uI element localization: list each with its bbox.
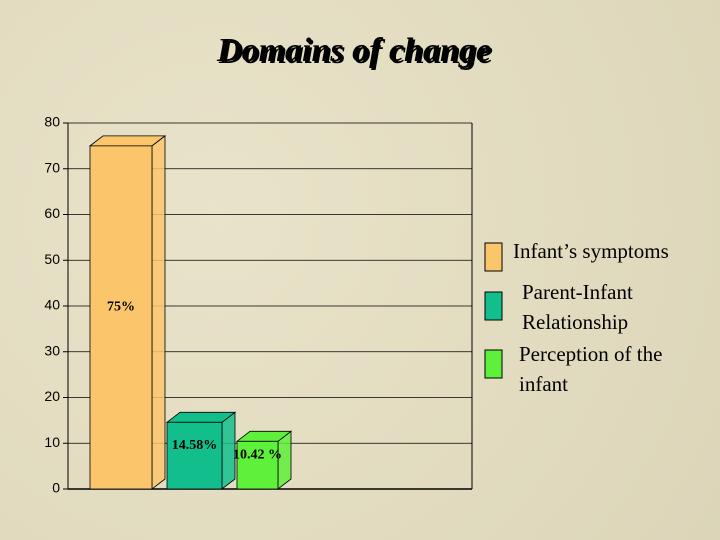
bar (236, 440, 279, 490)
chart-title: Domains of change (216, 32, 491, 69)
value-label: 14.58% (172, 438, 218, 453)
bar (166, 421, 223, 490)
legend-label: Parent-Infant Relationship (522, 280, 633, 334)
legend-swatch (484, 349, 503, 379)
bar-top (88, 135, 167, 147)
y-tick-label: 10 (44, 434, 60, 450)
y-tick-label: 20 (44, 388, 60, 404)
legend-swatch (484, 291, 503, 321)
value-label: 10.42 % (233, 447, 282, 462)
legend-swatch (484, 242, 503, 272)
chart-title-shadow: Domains of change (218, 34, 493, 71)
bar-side (151, 135, 166, 490)
y-tick-label: 60 (44, 205, 60, 221)
value-label: 75% (107, 300, 135, 315)
legend-label: Infant’s symptoms (513, 239, 669, 263)
legend-label: Perception of the infant (519, 342, 663, 396)
y-tick-label: 40 (44, 297, 60, 313)
y-tick-label: 80 (44, 114, 60, 130)
y-tick-label: 50 (44, 251, 60, 267)
y-tick-label: 70 (44, 159, 60, 175)
bar (89, 145, 153, 490)
y-tick-label: 0 (52, 480, 60, 496)
y-tick-label: 30 (44, 342, 60, 358)
